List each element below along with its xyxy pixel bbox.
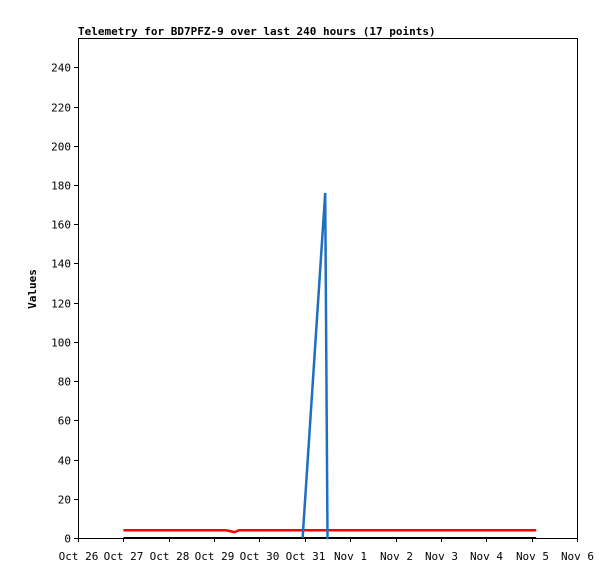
y-tick-label: 120 bbox=[51, 298, 71, 311]
x-tick-label: Oct 30 bbox=[240, 550, 280, 563]
x-tick-label: Nov 6 bbox=[561, 550, 594, 563]
y-tick-label: 40 bbox=[58, 455, 71, 468]
x-tick-label: Nov 4 bbox=[470, 550, 503, 563]
y-tick-label: 160 bbox=[51, 219, 71, 232]
chart-title: Telemetry for BD7PFZ-9 over last 240 hou… bbox=[78, 25, 436, 38]
x-tick-label: Oct 26 bbox=[59, 550, 99, 563]
y-tick-label: 100 bbox=[51, 337, 71, 350]
y-tick-label: 180 bbox=[51, 180, 71, 193]
x-tick-label: Oct 27 bbox=[104, 550, 144, 563]
series-group bbox=[123, 192, 537, 540]
y-tick-label: 240 bbox=[51, 62, 71, 75]
y-tick-label: 20 bbox=[58, 494, 71, 507]
x-tick-label: Nov 2 bbox=[380, 550, 413, 563]
x-tick-label: Nov 3 bbox=[425, 550, 458, 563]
x-tick-label: Nov 5 bbox=[516, 550, 549, 563]
y-axis-label: Values bbox=[26, 269, 39, 309]
series-line-3 bbox=[301, 192, 329, 540]
x-tick-label: Oct 31 bbox=[286, 550, 326, 563]
x-axis-ticks: Oct 26 Oct 27 Oct 28 Oct 29 Oct 30 Oct 31 Nov … bbox=[59, 538, 594, 563]
y-tick-label: 220 bbox=[51, 102, 71, 115]
y-tick-label: 140 bbox=[51, 258, 71, 271]
y-axis-ticks: 0 20 40 60 80 100 120 140 160 180 200 220 240 bbox=[51, 62, 78, 546]
series-line-1 bbox=[123, 528, 537, 534]
x-tick-label: Oct 29 bbox=[195, 550, 235, 563]
y-tick-label: 80 bbox=[58, 376, 71, 389]
y-tick-label: 0 bbox=[64, 533, 71, 546]
y-tick-label: 200 bbox=[51, 141, 71, 154]
x-tick-label: Oct 28 bbox=[150, 550, 190, 563]
x-tick-label: Nov 1 bbox=[334, 550, 367, 563]
y-tick-label: 60 bbox=[58, 415, 71, 428]
